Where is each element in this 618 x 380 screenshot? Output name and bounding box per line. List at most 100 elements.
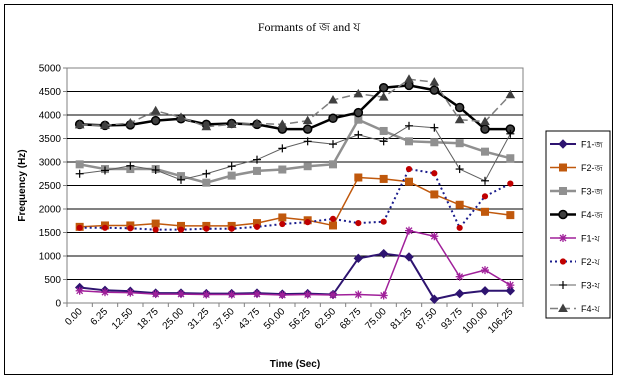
series-point bbox=[480, 124, 490, 134]
series-point bbox=[559, 281, 567, 289]
series-point bbox=[101, 288, 109, 297]
series-point bbox=[303, 290, 312, 299]
legend-label: F2-য bbox=[581, 257, 601, 267]
series-point bbox=[429, 294, 440, 304]
series-point bbox=[150, 115, 161, 126]
series-point bbox=[226, 119, 237, 128]
legend-label: F1-য bbox=[581, 234, 601, 244]
x-tick-label: 81.25 bbox=[389, 306, 415, 332]
series-point bbox=[505, 286, 516, 296]
series-F3-য bbox=[75, 121, 515, 185]
x-tick-label: 43.75 bbox=[237, 306, 263, 332]
series-point bbox=[252, 118, 262, 127]
x-tick-label: 68.75 bbox=[338, 306, 364, 332]
series-point bbox=[355, 220, 362, 227]
x-tick-label: 62.50 bbox=[313, 306, 339, 332]
y-tick-label: 500 bbox=[44, 275, 61, 286]
series-F1-য bbox=[75, 226, 515, 300]
series-line bbox=[79, 125, 511, 182]
legend-label: F4-জ bbox=[581, 210, 604, 220]
series-point bbox=[302, 115, 313, 125]
series-point bbox=[100, 120, 110, 129]
legend bbox=[545, 130, 611, 319]
legend-entry: F4-য bbox=[550, 303, 601, 314]
chart-title: Formants of জ and য bbox=[258, 20, 361, 34]
series-line bbox=[79, 176, 511, 228]
x-tick-label: 87.50 bbox=[414, 306, 440, 332]
legend-entry: F1-জ bbox=[550, 139, 604, 150]
series-point bbox=[354, 173, 363, 182]
series-point bbox=[277, 119, 288, 128]
series-point bbox=[127, 225, 134, 232]
x-axis-ticks: 0.00 6.25 12.50 18.75 25.00 31.25 37.50 43.75 50… bbox=[63, 303, 524, 336]
series-point bbox=[353, 107, 364, 118]
y-tick-label: 3000 bbox=[39, 158, 62, 169]
series-point bbox=[202, 290, 211, 299]
y-tick-label: 2500 bbox=[39, 181, 62, 192]
series-point bbox=[430, 123, 439, 132]
x-tick-label: 37.50 bbox=[211, 306, 237, 332]
series-point bbox=[404, 74, 414, 83]
series-point bbox=[278, 165, 287, 174]
series-point bbox=[278, 144, 287, 153]
series-point bbox=[405, 226, 413, 235]
series-point bbox=[558, 303, 568, 312]
series-point bbox=[253, 290, 261, 299]
series-point bbox=[329, 140, 337, 149]
x-tick-label: 25.00 bbox=[161, 306, 187, 332]
series-point bbox=[278, 213, 287, 222]
series-point bbox=[455, 165, 464, 174]
series-point bbox=[455, 200, 464, 209]
series-line bbox=[79, 78, 511, 128]
series-point bbox=[126, 161, 135, 170]
series-point bbox=[481, 193, 489, 200]
legend-label: F2-জ bbox=[581, 163, 604, 173]
series-point bbox=[429, 77, 440, 86]
series-point bbox=[430, 232, 439, 241]
series-point bbox=[454, 102, 465, 113]
legend-label: F4-য bbox=[581, 304, 601, 314]
series-point bbox=[227, 171, 236, 180]
series-point bbox=[177, 175, 185, 184]
series-point bbox=[253, 223, 261, 230]
series-point bbox=[203, 225, 210, 232]
series-point bbox=[430, 190, 439, 199]
x-tick-label: 50.00 bbox=[262, 306, 288, 332]
series-point bbox=[329, 160, 337, 169]
series-point bbox=[379, 137, 388, 146]
series-point bbox=[125, 117, 136, 127]
series-point bbox=[559, 258, 567, 265]
x-tick-label: 100.00 bbox=[461, 306, 491, 336]
y-axis-label: Frequency (Hz) bbox=[17, 149, 28, 221]
series-point bbox=[228, 225, 235, 232]
series-point bbox=[302, 124, 313, 134]
series-point bbox=[405, 177, 413, 186]
series-point bbox=[559, 187, 567, 195]
series-point bbox=[101, 224, 109, 231]
x-tick-label: 31.25 bbox=[186, 306, 212, 332]
series-point bbox=[378, 248, 389, 259]
series-point bbox=[481, 207, 489, 216]
legend-label: F3-জ bbox=[581, 187, 604, 197]
series-point bbox=[506, 154, 515, 163]
series-point bbox=[227, 290, 236, 299]
y-axis-ticks: 0 500 1000 1500 2000 2500 3000 3500 4000 4500 5000 bbox=[39, 64, 67, 310]
series-point bbox=[75, 160, 84, 169]
series-point bbox=[505, 89, 516, 99]
x-tick-label: 56.25 bbox=[287, 306, 313, 332]
legend-entry: F2-য bbox=[550, 257, 601, 267]
series-point bbox=[507, 180, 514, 187]
series-point bbox=[201, 121, 212, 131]
series-point bbox=[126, 288, 135, 297]
series-point bbox=[354, 290, 363, 299]
series-point bbox=[353, 88, 364, 98]
y-tick-label: 0 bbox=[55, 299, 61, 310]
series-point bbox=[558, 209, 568, 220]
series-point bbox=[74, 119, 85, 129]
series-point bbox=[176, 112, 186, 121]
legend-entry: F1-য bbox=[550, 234, 601, 244]
series-point bbox=[151, 290, 160, 299]
series-point bbox=[303, 137, 312, 146]
x-tick-label: 18.75 bbox=[135, 306, 161, 332]
series-point bbox=[456, 224, 463, 231]
